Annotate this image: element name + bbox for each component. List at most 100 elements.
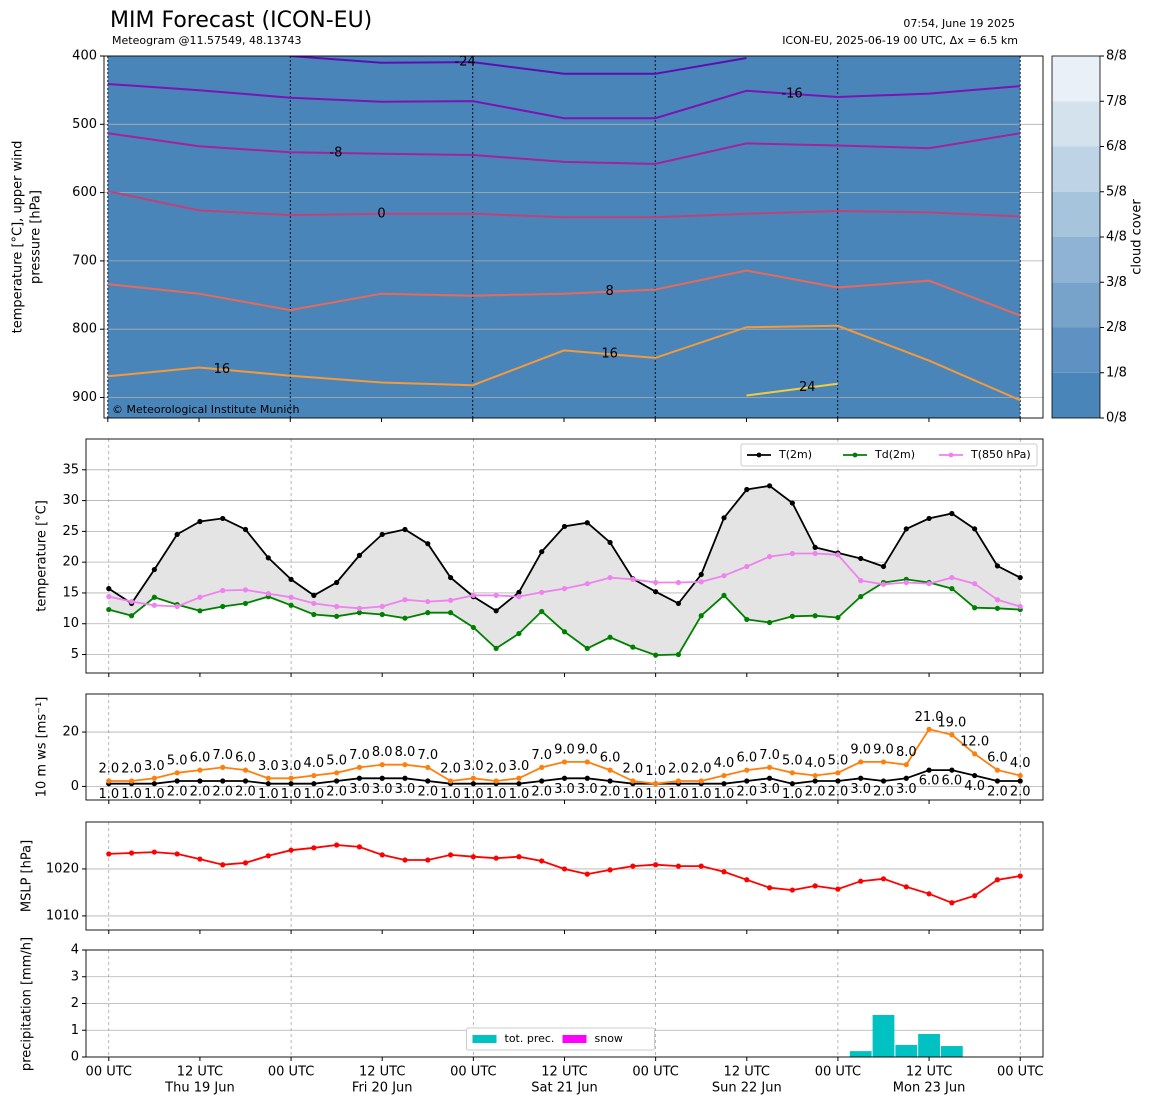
data-point xyxy=(197,518,203,525)
legend-box xyxy=(740,443,1038,467)
date-label: Sat 21 Jun xyxy=(531,1081,597,1096)
data-point xyxy=(493,608,499,614)
value-label: 2.0 xyxy=(98,761,119,776)
data-point xyxy=(1017,772,1023,779)
data-point xyxy=(653,862,659,868)
data-point xyxy=(561,759,568,765)
data-point xyxy=(972,526,978,532)
data-point xyxy=(584,581,590,587)
value-label: 6.0 xyxy=(987,751,1008,766)
shaded-spread xyxy=(108,485,1021,656)
data-point xyxy=(151,594,157,600)
value-label: 1.0 xyxy=(623,787,644,802)
y-tick-label: 0 xyxy=(71,1050,79,1065)
data-point xyxy=(858,594,864,600)
data-point xyxy=(106,606,112,613)
value-label: 2.0 xyxy=(440,761,461,776)
colorbar-band xyxy=(1052,282,1100,328)
x-tick-label: 12 UTC xyxy=(541,1065,587,1080)
data-point xyxy=(425,598,431,605)
colorbar-band xyxy=(1052,191,1100,237)
data-point xyxy=(994,597,1001,603)
data-point xyxy=(949,586,955,592)
colorbar-tick-label: 1/8 xyxy=(1106,365,1127,380)
data-point xyxy=(151,775,157,781)
colorbar-band xyxy=(1052,237,1100,283)
y-axis-label: precipitation [mm/h] xyxy=(20,937,35,1071)
value-label: 3.0 xyxy=(577,782,598,797)
data-point xyxy=(334,770,340,776)
data-point xyxy=(470,775,476,781)
value-label: 3.0 xyxy=(281,759,302,774)
data-point xyxy=(972,605,978,611)
data-point xyxy=(1017,778,1023,784)
isotherm-label: -24 xyxy=(455,55,476,70)
title: MIM Forecast (ICON-EU) xyxy=(110,8,372,33)
data-point xyxy=(288,775,294,781)
data-point xyxy=(425,541,431,547)
data-point xyxy=(789,613,795,619)
model-info: ICON-EU, 2025-06-19 00 UTC, Δx = 6.5 km xyxy=(782,34,1018,47)
data-point xyxy=(265,853,271,859)
data-point xyxy=(539,608,545,615)
data-point xyxy=(493,592,499,599)
y-tick-label: 1010 xyxy=(46,908,79,923)
data-point xyxy=(379,603,385,610)
data-point xyxy=(607,574,613,581)
value-label: 9.0 xyxy=(577,742,598,757)
data-point xyxy=(197,594,203,600)
data-point xyxy=(766,619,773,626)
data-point xyxy=(447,597,454,603)
legend-label: T(850 hPa) xyxy=(970,448,1031,461)
data-point xyxy=(425,857,431,863)
data-point xyxy=(425,778,431,784)
data-point xyxy=(994,778,1001,784)
legend-label: Td(2m) xyxy=(874,448,915,461)
value-label: 9.0 xyxy=(554,742,575,757)
value-label: 3.0 xyxy=(144,759,165,774)
data-point xyxy=(470,624,476,631)
y-tick-label: 10 xyxy=(62,616,79,631)
value-label: 2.0 xyxy=(600,784,621,799)
data-point xyxy=(789,550,795,557)
data-point xyxy=(675,651,682,658)
bar xyxy=(895,1044,918,1057)
value-label: 2.0 xyxy=(1010,784,1031,799)
data-point xyxy=(903,762,909,768)
colorbar-tick-label: 6/8 xyxy=(1106,139,1127,154)
data-point xyxy=(311,781,317,787)
value-label: 5.0 xyxy=(326,753,347,768)
panel-frame xyxy=(85,949,1044,1058)
data-point xyxy=(334,842,340,848)
data-point xyxy=(425,764,431,770)
data-point xyxy=(265,775,271,781)
y-axis-label: pressure [hPa] xyxy=(29,190,44,284)
panel-frame xyxy=(85,821,1044,931)
data-point xyxy=(288,847,294,853)
value-label: 7.0 xyxy=(349,748,370,763)
value-label: 5.0 xyxy=(782,753,803,768)
data-point xyxy=(584,759,590,765)
y-tick-label: 20 xyxy=(62,555,79,570)
data-point xyxy=(356,775,363,781)
legend-marker xyxy=(756,452,762,458)
value-label: 9.0 xyxy=(850,742,871,757)
data-point xyxy=(128,778,135,784)
legend-swatch xyxy=(562,1035,587,1043)
isotherm xyxy=(107,83,1021,120)
value-label: 5.0 xyxy=(828,753,849,768)
data-point xyxy=(858,775,864,781)
data-point xyxy=(630,778,636,784)
data-point xyxy=(174,778,180,784)
value-label: 4.0 xyxy=(805,756,826,771)
data-point xyxy=(334,778,340,784)
data-point xyxy=(675,600,682,607)
data-point xyxy=(242,860,249,866)
data-point xyxy=(653,579,659,586)
value-label: 1.0 xyxy=(714,787,735,802)
data-point xyxy=(128,598,135,605)
data-point xyxy=(1017,574,1023,581)
data-point xyxy=(653,781,659,787)
data-point xyxy=(675,778,682,784)
